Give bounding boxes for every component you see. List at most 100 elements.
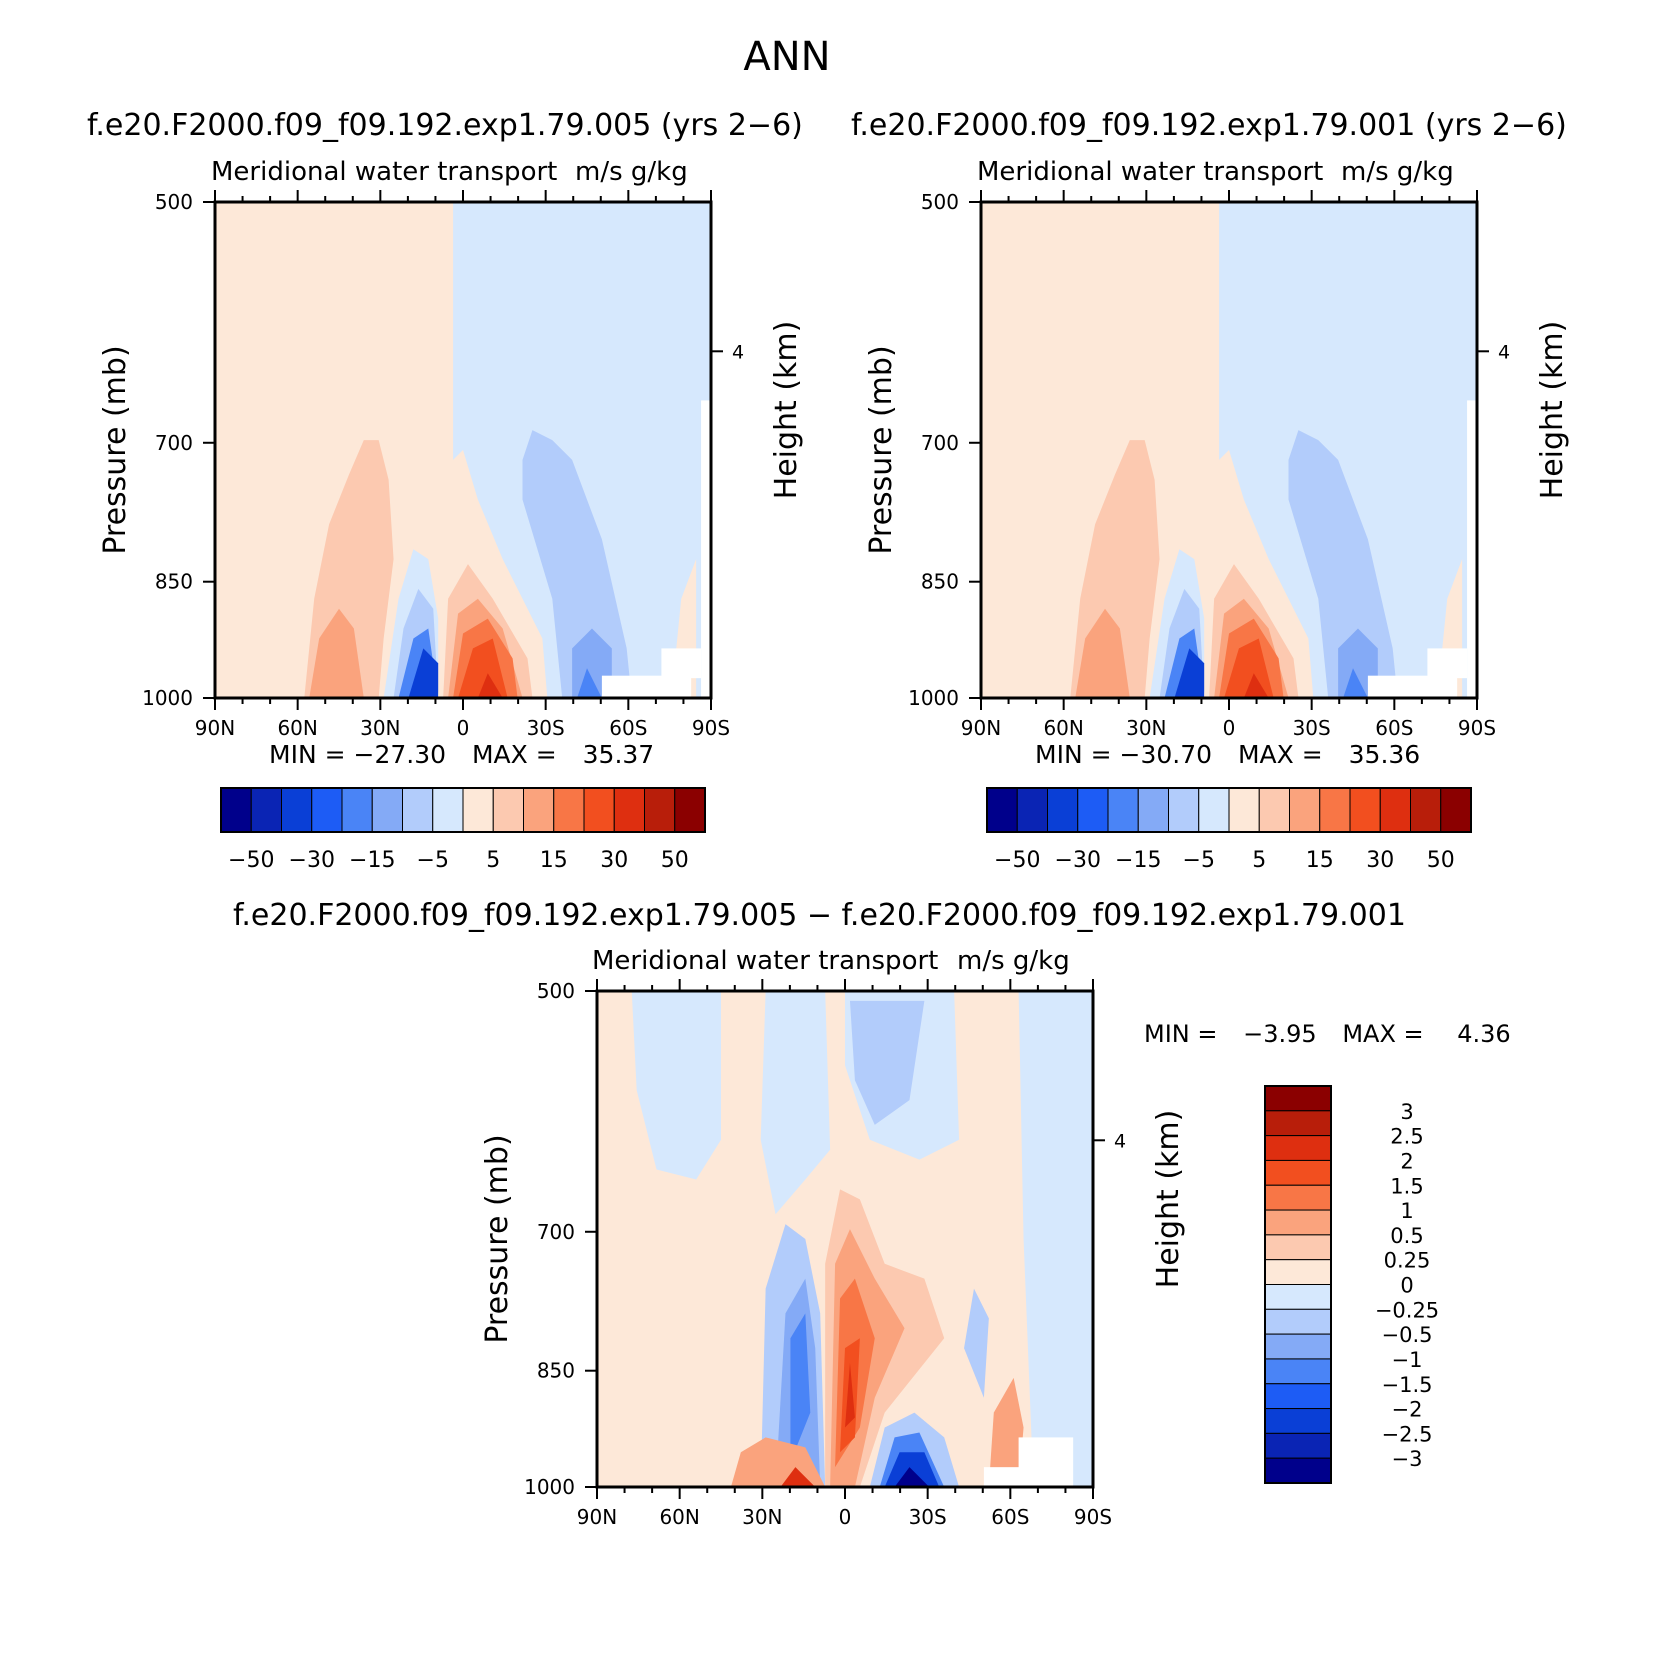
panel-1-field	[215, 202, 711, 698]
panel-2-field	[981, 202, 1477, 698]
diff-blue-s-4	[894, 1467, 930, 1487]
panel-3-field	[597, 991, 1093, 1487]
colorbar-swatch	[1264, 1259, 1332, 1285]
colorbar-swatch	[1168, 787, 1200, 833]
x-tick-label: 30N	[742, 1505, 782, 1529]
lobe-north-2	[309, 608, 364, 698]
diff-blue-nh-1	[631, 991, 721, 1180]
panel-2-stats: MIN = −30.70 MAX = 35.36	[1035, 740, 1420, 769]
panel-2-min-value: −30.70	[1119, 740, 1213, 769]
panel-3-min-value: −3.95	[1243, 1020, 1317, 1048]
y-tick-label: 850	[921, 570, 959, 594]
diff-red-60s	[988, 1377, 1024, 1487]
panel-1-min-label: MIN =	[269, 740, 346, 769]
y-tick-label: 850	[537, 1359, 575, 1383]
panel-3-stats: MIN = −3.95 MAX = 4.36	[1144, 1020, 1511, 1048]
colorbar-label: 1	[1400, 1199, 1413, 1223]
diff-blue-s-mid	[964, 1288, 989, 1398]
y-right-tick-label: 4	[1498, 341, 1510, 363]
y-tick-label: 500	[537, 979, 575, 1003]
colorbar-swatch	[1349, 787, 1381, 833]
colorbar-label: −50	[228, 848, 274, 873]
panel-1-stats: MIN = −27.30 MAX = 35.37	[269, 740, 654, 769]
colorbar-swatch	[553, 787, 585, 833]
colorbar-swatch	[1228, 787, 1260, 833]
colorbar-label: 1.5	[1390, 1174, 1423, 1198]
colorbar-label: −30	[1055, 848, 1101, 873]
colorbar-swatch	[432, 787, 464, 833]
colorbar-swatch	[1264, 1457, 1332, 1484]
missing-pole	[701, 400, 711, 698]
x-tick-label: 60N	[1043, 716, 1083, 740]
colorbar-label: −2	[1392, 1398, 1423, 1422]
panel-2-subtitle-left: Meridional water transport	[977, 157, 1324, 187]
x-tick-label: 90S	[692, 716, 730, 740]
field-negative-background	[1219, 202, 1477, 698]
colorbar-swatch	[1264, 1135, 1332, 1161]
panel-2-min-label: MIN =	[1035, 740, 1112, 769]
lobe-south-5	[1224, 638, 1274, 698]
colorbar-label: 30	[1366, 848, 1394, 873]
colorbar-label: 15	[1306, 848, 1334, 873]
colorbar-swatch	[1077, 787, 1109, 833]
colorbar-label: 50	[661, 848, 689, 873]
colorbar-label: −30	[289, 848, 335, 873]
colorbar-swatch	[1047, 787, 1079, 833]
colorbar-label: 50	[1427, 848, 1455, 873]
y-axis-label: Pressure (mb)	[98, 345, 133, 554]
colorbar-swatch	[1137, 787, 1169, 833]
colorbar-swatch	[1440, 787, 1472, 833]
panel-1-subtitle-left: Meridional water transport	[211, 157, 558, 187]
colorbar-swatch	[1264, 1408, 1332, 1434]
x-tick-label: 90N	[961, 716, 1001, 740]
colorbar-swatch	[1264, 1432, 1332, 1459]
diff-red-low-n-2	[780, 1467, 816, 1487]
colorbar-swatch	[613, 787, 645, 833]
colorbar-swatch	[1264, 1358, 1332, 1385]
colorbar-swatch	[220, 787, 252, 833]
y-tick-label: 1000	[524, 1475, 575, 1499]
panel-1: 90N 60N 30N 0 30S 60S 90S 500 700 850 1000 4 Pressur…	[98, 190, 804, 740]
colorbar-swatch	[1264, 1159, 1332, 1186]
blue-s-1	[522, 430, 632, 698]
lobe-north-2	[1075, 608, 1130, 698]
colorbar-label: −5	[1183, 848, 1215, 873]
diff-red-5	[845, 1363, 855, 1428]
figure-title: ANN	[743, 34, 831, 80]
missing-antarctica	[601, 675, 692, 698]
colorbar-label: −50	[994, 848, 1040, 873]
colorbar-swatch	[1264, 1209, 1332, 1236]
colorbar-swatch	[1107, 787, 1139, 833]
colorbar-label: 30	[600, 848, 628, 873]
colorbar-swatch	[1264, 1110, 1332, 1137]
colorbar-swatch	[1410, 787, 1442, 833]
colorbar-swatch	[1264, 1284, 1332, 1310]
colorbar-swatch	[1289, 787, 1321, 833]
panel-1-min-value: −27.30	[353, 740, 447, 769]
colorbar-label: −5	[417, 848, 449, 873]
colorbar-label: 0	[1400, 1274, 1413, 1298]
colorbar-3: 32.521.510.50.250−0.25−0.5−1−1.5−2−2.5−3	[1264, 1085, 1439, 1484]
colorbar-swatch	[1198, 787, 1230, 833]
colorbar-swatch	[1264, 1333, 1332, 1360]
panel-2-max-value: 35.36	[1348, 740, 1421, 769]
y-tick-label: 850	[155, 570, 193, 594]
colorbar-label: 0.25	[1384, 1249, 1431, 1273]
x-tick-label: 30N	[1126, 716, 1166, 740]
colorbar-swatch	[1379, 787, 1411, 833]
panel-3: 90N 60N 30N 0 30S 60S 90S 500 700 850 1000 4 Pressur…	[480, 979, 1186, 1529]
y-right-tick-label: 4	[1114, 1130, 1126, 1152]
missing-antarctica-2	[1427, 648, 1468, 679]
panel-3-case-title: f.e20.F2000.f09_f09.192.exp1.79.005 − f.…	[233, 898, 1406, 933]
colorbar-swatch	[1264, 1085, 1332, 1112]
colorbar-swatch	[986, 787, 1018, 833]
colorbar-swatch	[1264, 1383, 1332, 1410]
x-tick-label: 90S	[1074, 1505, 1112, 1529]
x-tick-label: 60N	[277, 716, 317, 740]
x-tick-label: 30S	[909, 1505, 947, 1529]
panel-3-min-label: MIN =	[1144, 1020, 1218, 1048]
colorbar-swatch	[1016, 787, 1048, 833]
colorbar-swatch	[371, 787, 403, 833]
colorbar-swatch	[644, 787, 676, 833]
